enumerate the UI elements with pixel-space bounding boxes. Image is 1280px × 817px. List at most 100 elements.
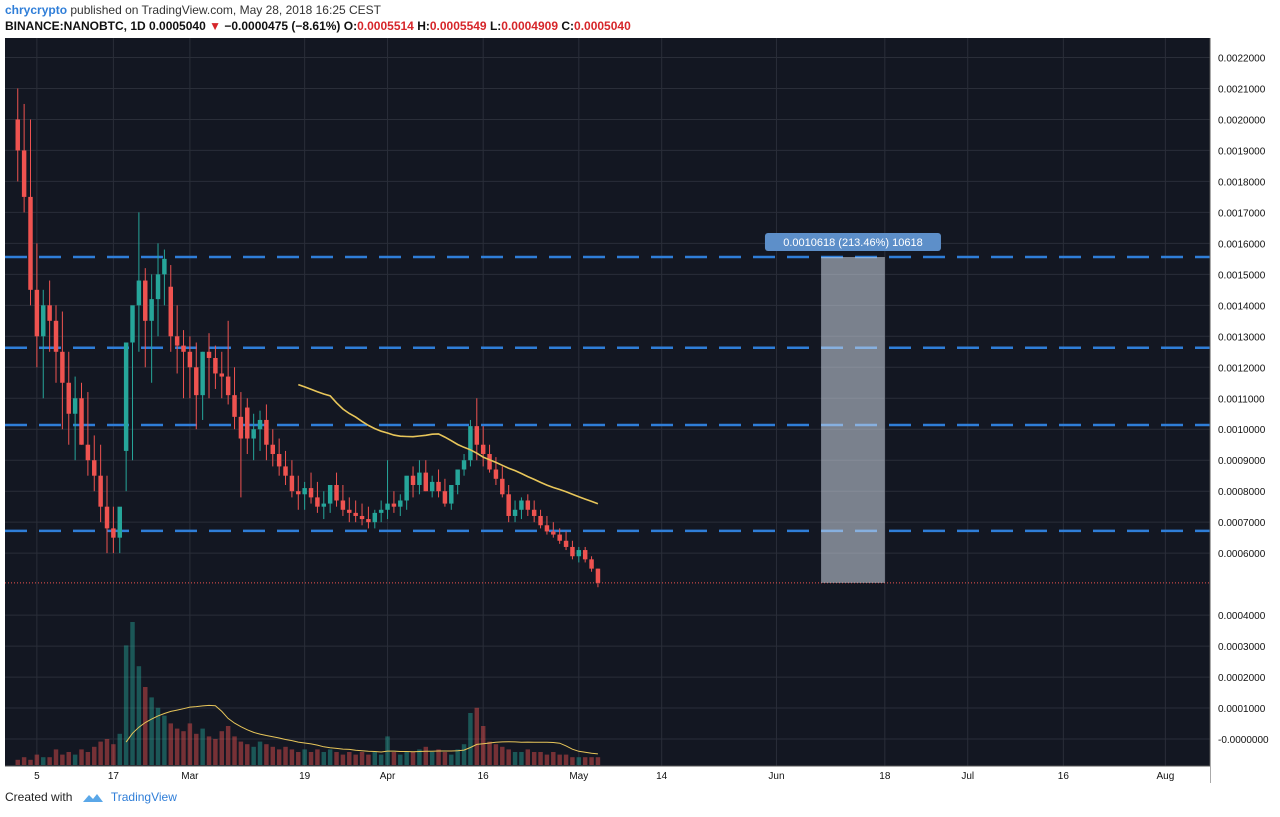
y-tick-label: 0.0011000: [1218, 394, 1265, 405]
x-tick-label: 18: [879, 771, 891, 782]
volume-bar: [200, 728, 205, 765]
volume-bar: [143, 687, 148, 765]
chart-area[interactable]: 0.00155990.00126310.00101380.00067190.00…: [5, 38, 1275, 783]
volume-bar: [136, 666, 142, 765]
candle-body: [340, 500, 346, 510]
measure-tool[interactable]: 0.0010618 (213.46%) 10618: [764, 232, 941, 583]
price-axis[interactable]: 0.0022000 0.0021000 0.0020000 0.0019000 0.00…: [1209, 38, 1275, 783]
volume-bar: [570, 757, 575, 765]
volume-bar: [544, 754, 550, 765]
candle-body: [98, 475, 103, 507]
x-tick-label: 16: [478, 771, 490, 782]
y-tick-label: 0.0017000: [1218, 208, 1266, 219]
candle-body: [92, 460, 97, 476]
volume-bar: [487, 741, 492, 765]
price-axis-panel: [1210, 38, 1275, 783]
candle-body: [347, 509, 352, 513]
candle-body: [225, 376, 231, 396]
volume-bar: [92, 746, 97, 765]
volume-bar: [519, 752, 524, 765]
candle-body: [289, 475, 295, 492]
candle-body: [276, 454, 282, 467]
candle-body: [15, 119, 20, 151]
candle-body: [468, 426, 473, 461]
volume-bar: [557, 754, 562, 765]
time-axis[interactable]: 5 17 Mar 19 Apr 16 May 14 Jun 18 Jul 16 Aug: [5, 765, 1210, 783]
candle-body: [200, 351, 205, 396]
grid-lines: [5, 38, 1210, 766]
tradingview-brand-link[interactable]: TradingView: [110, 790, 177, 804]
volume-bar: [347, 752, 352, 765]
created-with-text: Created with: [5, 790, 73, 804]
volume-bar: [47, 757, 52, 765]
volume-bar: [589, 757, 594, 765]
candle-body: [519, 500, 524, 510]
author-link[interactable]: chrycrypto: [5, 3, 68, 17]
open-value: 0.0005514: [357, 19, 414, 33]
volume-bar: [449, 754, 454, 765]
candle-body: [308, 488, 314, 498]
volume-bar: [398, 754, 403, 765]
volume-bar: [417, 749, 422, 765]
volume-bar: [28, 759, 33, 765]
volume-bar: [315, 749, 320, 765]
volume-bar: [34, 754, 40, 765]
candle-body: [302, 488, 307, 495]
volume-bar: [289, 749, 295, 765]
time-axis-panel: [5, 766, 1210, 783]
candle-body: [245, 407, 250, 439]
candle-body: [538, 515, 543, 526]
volume-bar: [149, 697, 154, 765]
x-tick-label: May: [569, 771, 588, 782]
candle-body: [60, 351, 65, 383]
candle-body: [576, 550, 582, 557]
candle-body: [47, 305, 52, 321]
volume-bar: [500, 746, 505, 765]
volume-bar: [531, 752, 537, 765]
volume-bar: [206, 736, 212, 765]
high-value: 0.0005549: [429, 19, 487, 33]
candle-body: [79, 398, 84, 445]
volume-bar: [353, 754, 358, 765]
candle-body: [213, 357, 218, 374]
candle-body: [436, 481, 441, 492]
candle-body: [334, 484, 339, 501]
volume-bar: [264, 744, 269, 765]
volume-bar: [551, 752, 556, 765]
price-chart[interactable]: 0.00155990.00126310.00101380.00067190.00…: [5, 38, 1275, 783]
volume-bar: [372, 752, 378, 765]
volume-bar: [436, 749, 441, 765]
volume-bar: [480, 726, 486, 765]
volume-bar: [506, 749, 511, 765]
volume-bar: [104, 739, 110, 765]
volume-bar: [85, 752, 91, 765]
candle-body: [219, 373, 225, 377]
moving-average: [298, 383, 599, 505]
y-tick-label: 0.0019000: [1218, 146, 1266, 157]
candle-body: [563, 540, 569, 547]
close-label: C:: [561, 19, 575, 33]
candle-body: [442, 491, 448, 504]
volume-bar: [512, 752, 518, 765]
candle-body: [53, 320, 59, 352]
candle-body: [487, 454, 492, 470]
price-change: −0.0000475 (−8.61%): [224, 19, 341, 33]
volume-bar: [168, 723, 173, 765]
y-tick-label: 0.0009000: [1218, 456, 1266, 467]
volume-bar: [98, 741, 103, 765]
volume-bar: [276, 749, 282, 765]
y-tick-label: 0.0016000: [1218, 239, 1266, 250]
volume-bar: [60, 754, 65, 765]
volume-bar: [155, 707, 161, 765]
candle-body: [117, 506, 122, 538]
candle-body: [168, 286, 173, 337]
volume-bar: [270, 746, 276, 765]
y-tick-label: 0.0015000: [1218, 270, 1266, 281]
volume-bar: [117, 733, 122, 765]
candle-body: [181, 345, 186, 352]
x-tick-label: 5: [34, 771, 40, 782]
candle-body: [174, 336, 180, 346]
volume-bar: [111, 744, 116, 765]
volume-bars: [15, 622, 601, 765]
volume-bar: [162, 715, 167, 765]
